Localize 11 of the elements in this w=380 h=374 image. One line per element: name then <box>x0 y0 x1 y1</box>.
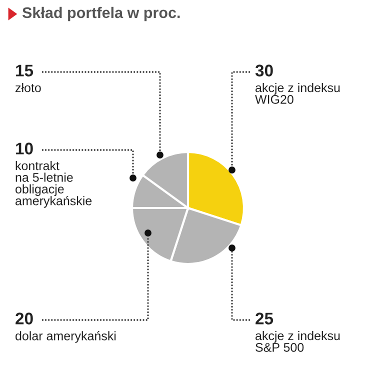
slice-label: dolar amerykański <box>16 331 116 343</box>
slice-label: kontrakt na 5-letnie obligacje amerykańskie <box>16 161 92 208</box>
data-label: 10 <box>16 142 33 154</box>
slice-label: złoto <box>16 83 41 92</box>
chart-title: Skład portfela w proc. <box>22 6 180 22</box>
data-label: 25 <box>256 312 274 324</box>
data-label: 20 <box>16 312 33 324</box>
data-label: 30 <box>255 64 273 76</box>
data-label: 15 <box>16 64 34 76</box>
slice-label: akcje z indeksu S&P 500 <box>256 331 340 352</box>
slice-label: akcje z indeksu WIG20 <box>255 83 340 104</box>
